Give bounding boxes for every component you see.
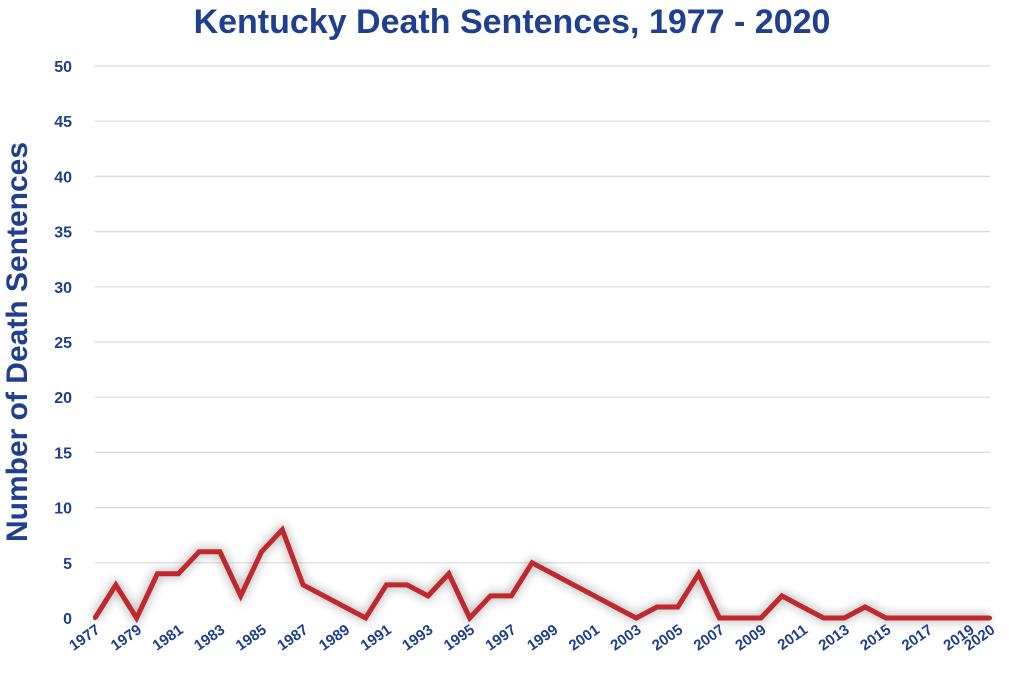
- data-point-1981: [176, 571, 181, 576]
- data-point-2008: [738, 616, 743, 620]
- x-tick-label-1983: 1983: [191, 621, 228, 654]
- data-point-2009: [759, 616, 764, 620]
- data-point-1992: [405, 582, 410, 587]
- data-point-2000: [571, 582, 576, 587]
- data-point-2004: [654, 604, 659, 609]
- x-tick-label-2017: 2017: [899, 621, 936, 654]
- x-tick-label-1995: 1995: [441, 621, 478, 654]
- data-point-1983: [217, 549, 222, 554]
- data-point-1995: [467, 616, 472, 620]
- data-point-2007: [717, 616, 722, 620]
- x-tick-label-1981: 1981: [149, 621, 186, 654]
- series-line-0: [92, 525, 990, 624]
- data-point-2002: [613, 604, 618, 609]
- data-point-1980: [155, 571, 160, 576]
- data-point-1999: [550, 571, 555, 576]
- data-point-1991: [384, 582, 389, 587]
- x-tick-label-2015: 2015: [857, 621, 894, 654]
- x-tick-label-1989: 1989: [316, 621, 353, 654]
- y-tick-label-25: 25: [54, 335, 72, 352]
- y-tick-label-10: 10: [54, 501, 72, 518]
- data-point-2020: [988, 616, 992, 620]
- data-point-1986: [280, 527, 285, 532]
- x-tick-label-2005: 2005: [649, 621, 686, 654]
- data-point-1978: [113, 582, 118, 587]
- x-tick-label-2003: 2003: [607, 621, 644, 654]
- y-tick-label-35: 35: [54, 225, 72, 242]
- x-tick-label-1997: 1997: [482, 621, 519, 654]
- x-tick-label-2007: 2007: [691, 621, 728, 654]
- grid-lines: [95, 65, 990, 564]
- data-point-2014: [863, 604, 868, 609]
- data-point-1982: [197, 549, 202, 554]
- data-point-2017: [925, 616, 930, 620]
- data-point-2001: [592, 593, 597, 598]
- data-point-1990: [363, 616, 368, 620]
- data-point-1988: [321, 593, 326, 598]
- y-tick-label-0: 0: [63, 611, 72, 628]
- data-point-2005: [675, 604, 680, 609]
- x-tick-label-1985: 1985: [233, 621, 270, 654]
- x-tick-label-2001: 2001: [566, 621, 603, 654]
- y-tick-label-15: 15: [54, 445, 72, 462]
- data-point-1997: [509, 593, 514, 598]
- data-point-2015: [883, 616, 888, 620]
- y-tick-label-40: 40: [54, 169, 72, 186]
- y-tick-label-50: 50: [54, 59, 72, 76]
- x-tick-label-2013: 2013: [816, 621, 853, 654]
- data-point-1994: [446, 571, 451, 576]
- x-tick-labels: 1977 1979 1981 1983 1985 1987 1989 1991 1993 1995…: [66, 621, 998, 654]
- data-point-1979: [134, 616, 139, 620]
- data-point-2006: [696, 571, 701, 576]
- data-point-2003: [634, 616, 639, 620]
- x-tick-label-1987: 1987: [274, 621, 311, 654]
- y-tick-label-5: 5: [63, 556, 72, 573]
- x-tick-label-1993: 1993: [399, 621, 436, 654]
- data-point-2011: [800, 604, 805, 609]
- data-point-1984: [238, 593, 243, 598]
- data-point-1977: [93, 616, 97, 620]
- y-tick-labels: 0 5 10 15 20 25 30 35 40 45 50: [54, 59, 72, 628]
- x-tick-label-2011: 2011: [775, 621, 811, 654]
- data-point-1996: [488, 593, 493, 598]
- data-point-2016: [904, 616, 909, 620]
- data-point-1987: [301, 582, 306, 587]
- series-group: [92, 523, 992, 626]
- data-point-2012: [821, 616, 826, 620]
- data-point-1993: [426, 593, 431, 598]
- y-tick-label-30: 30: [54, 280, 72, 297]
- data-point-1985: [259, 549, 264, 554]
- y-tick-label-45: 45: [54, 114, 72, 131]
- x-tick-label-1991: 1991: [358, 621, 395, 654]
- data-point-1989: [342, 604, 347, 609]
- data-point-2013: [842, 616, 847, 620]
- x-tick-label-1999: 1999: [524, 621, 561, 654]
- x-tick-label-2009: 2009: [732, 621, 769, 654]
- data-point-1998: [530, 560, 535, 565]
- chart-title: Kentucky Death Sentences, 1977 - 2020: [193, 3, 831, 41]
- data-point-2010: [779, 593, 784, 598]
- data-point-2019: [967, 616, 972, 620]
- data-point-2018: [946, 616, 951, 620]
- x-tick-label-1979: 1979: [108, 621, 145, 654]
- y-tick-label-20: 20: [54, 390, 72, 407]
